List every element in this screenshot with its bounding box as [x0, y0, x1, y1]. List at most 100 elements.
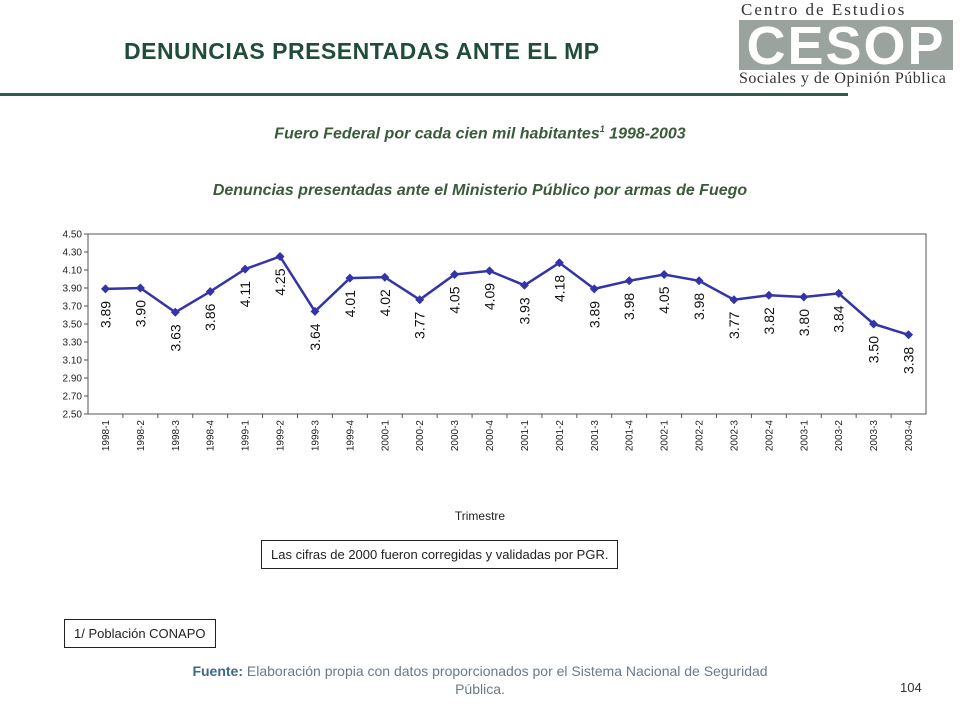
data-label: 3.84: [831, 305, 847, 332]
chart-subtitle: Fuero Federal por cada cien mil habitant…: [0, 124, 960, 143]
y-tick-label: 4.30: [63, 248, 83, 259]
data-point: [310, 306, 320, 316]
series-line: [105, 254, 909, 336]
data-point: [659, 270, 669, 279]
data-point: [415, 295, 425, 305]
data-label: 4.11: [237, 281, 253, 307]
x-axis: 1998-1 1998-2 1998-3 1998-4 1999-1 1999-2 1999…: [101, 414, 915, 451]
x-tick-label: 1998-4: [206, 420, 217, 452]
data-point: [904, 330, 914, 340]
x-tick-label: 2003-2: [834, 420, 845, 452]
y-tick-label: 3.70: [63, 302, 83, 313]
plot-area: [87, 233, 927, 415]
data-label: 3.89: [586, 301, 602, 328]
data-label: 3.98: [621, 293, 637, 320]
page-number: 104: [900, 680, 922, 695]
data-label: 3.64: [307, 323, 323, 350]
x-tick-label: 2003-3: [869, 420, 880, 452]
data-labels: 3.89 3.90 3.63 3.86 4.11 4.25 3.64 4.01 4.02 3.77…: [97, 268, 916, 374]
data-point: [135, 283, 145, 293]
data-label: 4.18: [551, 275, 567, 302]
data-label: 4.09: [482, 283, 498, 310]
data-label: 4.01: [342, 290, 358, 317]
source-note: Fuente: Elaboración propia con datos pro…: [170, 662, 790, 698]
y-tick-label: 4.50: [63, 230, 83, 241]
y-tick-label: 3.10: [63, 356, 83, 367]
cesop-logo: Centro de Estudios CESOP Sociales y de O…: [735, 0, 957, 96]
x-tick-label: 1999-1: [241, 420, 252, 452]
data-point: [100, 284, 110, 294]
y-tick-label: 4.10: [63, 266, 83, 277]
x-tick-label: 2002-4: [764, 420, 775, 452]
data-label: 3.38: [901, 347, 917, 374]
x-tick-label: 1998-3: [171, 420, 182, 452]
logo-mark-text: CESOP: [746, 20, 945, 70]
x-tick-label: 2001-1: [520, 420, 531, 452]
logo-bottom-text: Sociales y de Opinión Pública: [739, 70, 947, 87]
data-point: [450, 270, 460, 279]
data-point: [485, 266, 495, 276]
data-label: 3.93: [516, 297, 532, 324]
data-point: [834, 288, 844, 298]
x-tick-label: 2000-4: [485, 420, 496, 452]
x-tick-label: 2003-1: [799, 420, 810, 452]
logo-top-text: Centro de Estudios: [741, 0, 907, 19]
data-label: 3.98: [691, 293, 707, 320]
x-tick-label: 2001-4: [625, 420, 636, 452]
data-point: [170, 307, 180, 317]
data-point: [380, 272, 390, 282]
y-tick-label: 3.90: [63, 284, 83, 295]
data-point: [275, 252, 285, 261]
data-label: 3.77: [726, 311, 742, 338]
x-tick-label: 1998-2: [136, 420, 147, 452]
line-chart: 4.50 4.30 4.10 3.90 3.70 3.50 3.30 3.10 2.90 2.70…: [63, 230, 927, 451]
x-tick-label: 1998-1: [101, 420, 112, 452]
data-point: [205, 287, 215, 297]
chart-title: Denuncias presentadas ante el Ministerio…: [212, 182, 748, 199]
data-point: [729, 295, 739, 305]
data-point: [589, 284, 599, 294]
title-rule: [0, 93, 848, 96]
x-tick-label: 1999-3: [310, 420, 321, 452]
subtitle-footnote-mark: 1: [599, 124, 605, 134]
x-tick-label: 2002-2: [695, 420, 706, 452]
y-tick-label: 2.50: [63, 410, 83, 421]
data-point: [624, 276, 634, 286]
x-tick-label: 2000-1: [380, 420, 391, 452]
correction-note: Las cifras de 2000 fueron corregidas y v…: [261, 540, 619, 569]
page-title: DENUNCIAS PRESENTADAS ANTE EL MP: [124, 38, 600, 64]
x-tick-label: 2002-1: [660, 420, 671, 452]
population-footnote: 1/ Población CONAPO: [64, 619, 216, 648]
data-label: 3.80: [796, 309, 812, 336]
source-text: Elaboración propia con datos proporciona…: [243, 663, 768, 697]
data-label: 3.89: [97, 301, 113, 328]
data-label: 3.82: [761, 307, 777, 334]
data-label: 3.63: [167, 324, 183, 351]
x-tick-label: 2003-4: [904, 420, 915, 452]
source-label: Fuente:: [192, 663, 243, 679]
data-label: 3.90: [132, 300, 148, 327]
data-point: [345, 273, 355, 283]
x-tick-label: 2000-3: [450, 420, 461, 452]
x-axis-title: Trimestre: [454, 509, 506, 523]
x-tick-label: 2000-2: [415, 420, 426, 452]
x-tick-label: 2001-3: [590, 420, 601, 452]
logo-mark: CESOP: [739, 20, 953, 70]
data-points: [100, 252, 914, 340]
data-point: [869, 319, 879, 329]
x-tick-label: 2001-2: [555, 420, 566, 452]
y-tick-label: 3.50: [63, 320, 83, 331]
data-point: [764, 290, 774, 300]
data-label: 3.86: [202, 303, 218, 330]
y-tick-label: 2.70: [63, 392, 83, 403]
y-tick-label: 2.90: [63, 374, 83, 385]
x-tick-label: 1999-2: [276, 420, 287, 452]
data-point: [519, 280, 529, 290]
x-tick-label: 1999-4: [345, 420, 356, 452]
x-tick-label: 2002-3: [729, 420, 740, 452]
data-point: [694, 276, 704, 286]
data-point: [554, 258, 564, 268]
subtitle-text: Fuero Federal por cada cien mil habitant…: [274, 125, 600, 143]
y-axis: 4.50 4.30 4.10 3.90 3.70 3.50 3.30 3.10 2.90 2.70…: [63, 230, 88, 421]
data-label: 4.05: [447, 286, 463, 313]
